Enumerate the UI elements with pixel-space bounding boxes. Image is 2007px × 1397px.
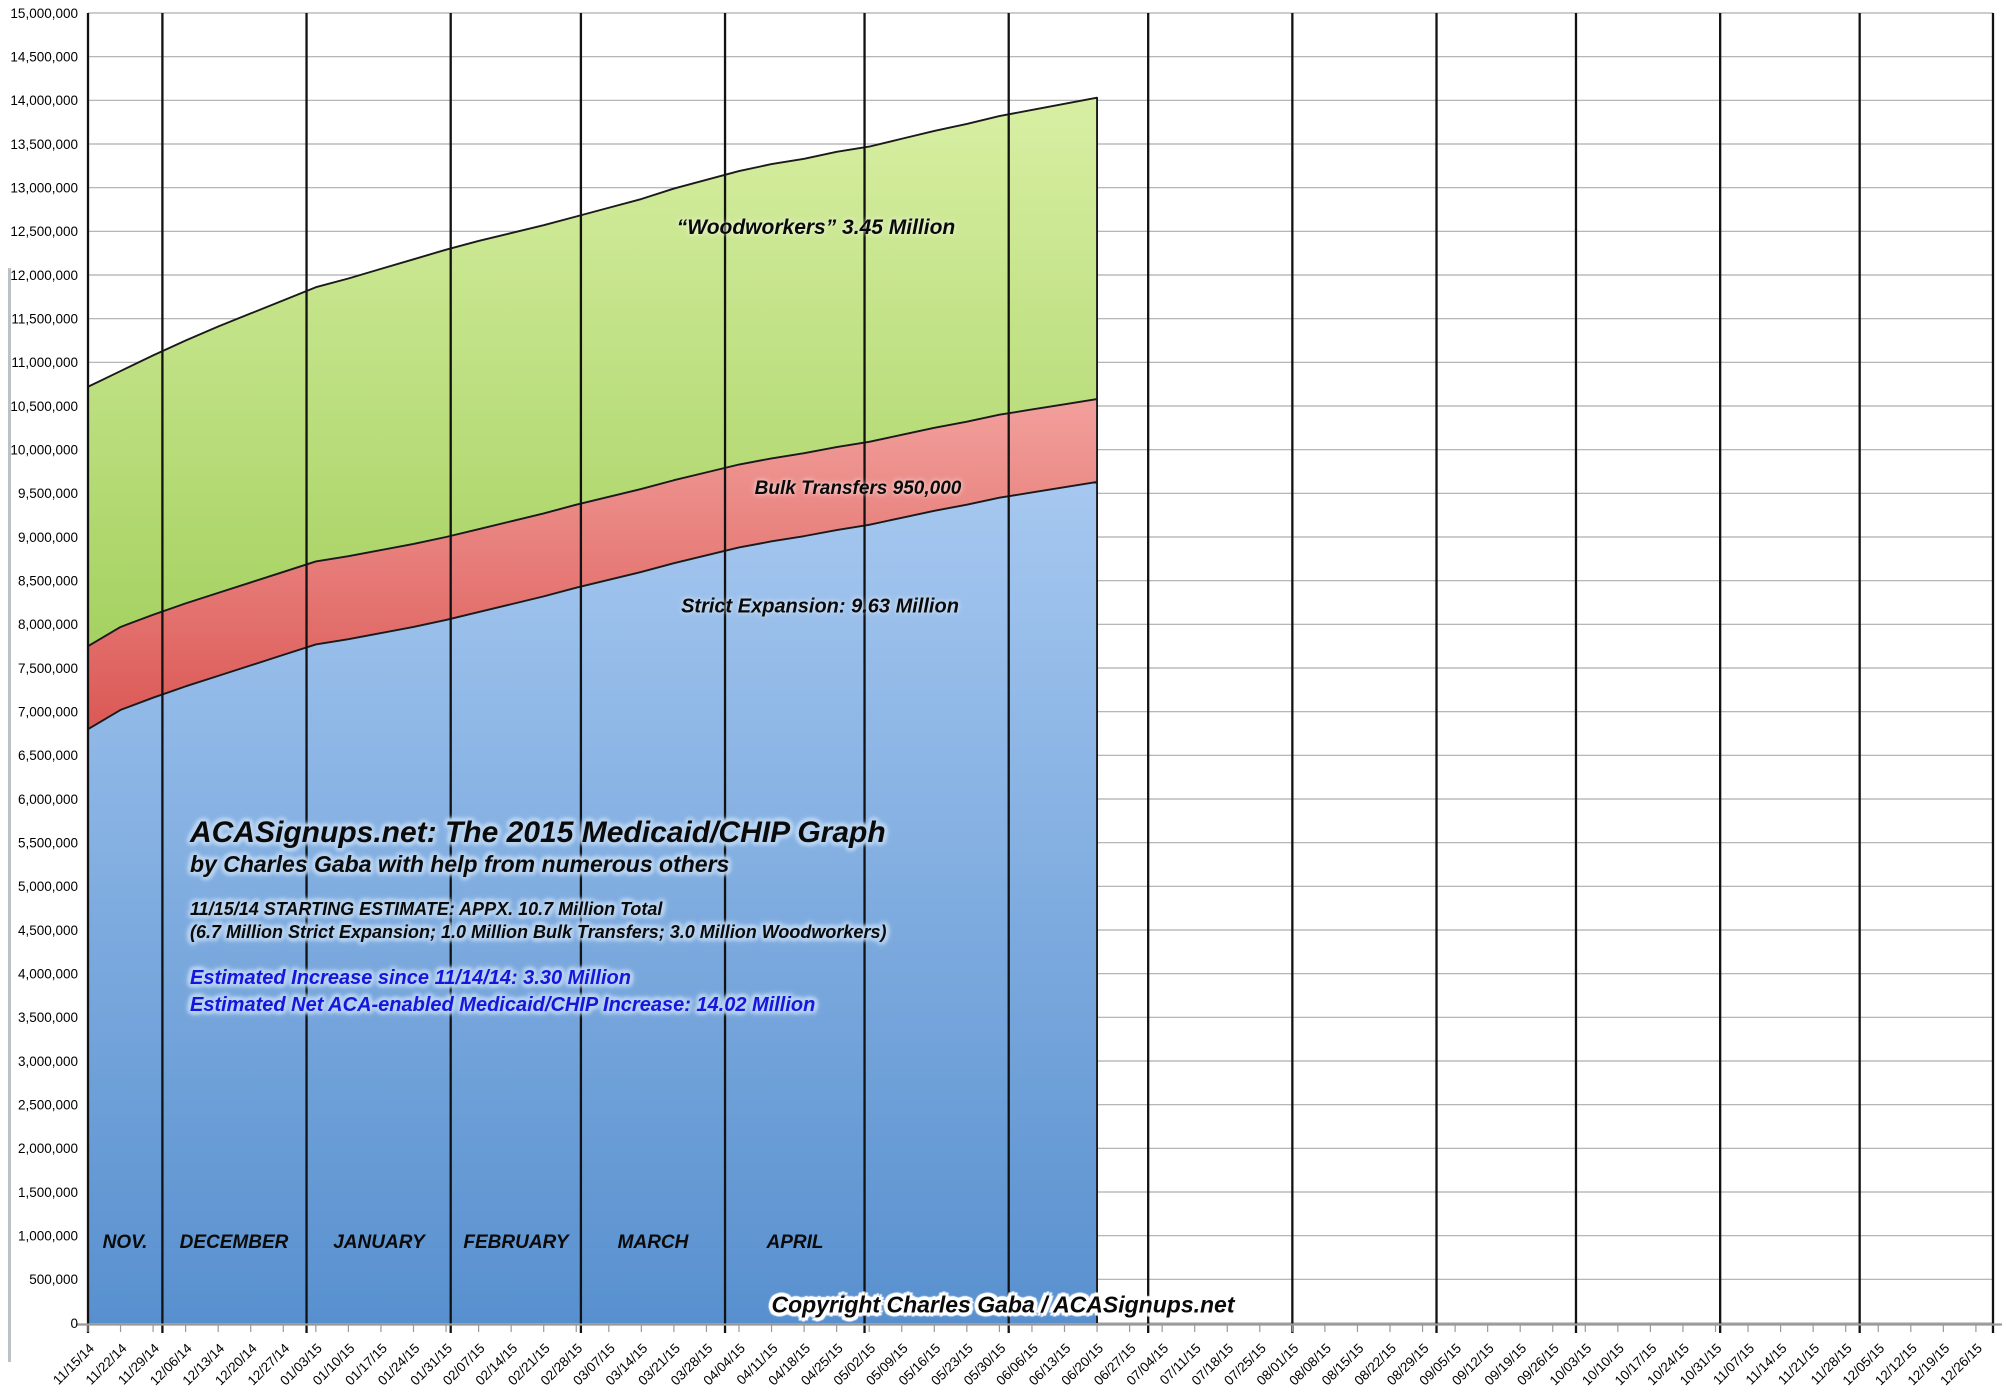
y-axis-tick-label: 9,500,000 bbox=[18, 486, 78, 501]
y-axis-tick-label: 7,500,000 bbox=[18, 661, 78, 676]
y-axis-tick-label: 0 bbox=[70, 1316, 78, 1331]
bulk-transfers-outline bbox=[87, 398, 1099, 647]
y-axis-tick-label: 1,500,000 bbox=[18, 1185, 78, 1200]
starting-estimate-breakdown: (6.7 Million Strict Expansion; 1.0 Milli… bbox=[190, 922, 887, 942]
copyright-label: Copyright Charles Gaba / ACASignups.net bbox=[771, 1291, 1235, 1318]
woodworkers-outline bbox=[87, 96, 1099, 400]
y-axis-tick-label: 14,000,000 bbox=[10, 93, 78, 108]
area-bulk-transfers bbox=[88, 399, 1098, 730]
y-axis-tick-label: 13,000,000 bbox=[10, 180, 78, 195]
y-axis-tick-label: 2,500,000 bbox=[18, 1097, 78, 1112]
y-axis-tick-label: 5,000,000 bbox=[18, 879, 78, 894]
y-axis-tick-label: 8,000,000 bbox=[18, 617, 78, 632]
month-band-label-february: FEBRUARY bbox=[463, 1232, 569, 1253]
month-band-label-march: MARCH bbox=[617, 1232, 689, 1253]
y-axis-tick-label: 15,000,000 bbox=[10, 6, 78, 21]
y-axis-tick-label: 1,000,000 bbox=[18, 1228, 78, 1243]
month-band-label-december: DECEMBER bbox=[179, 1232, 289, 1253]
month-band-label-january: JANUARY bbox=[333, 1232, 425, 1253]
y-axis-tick-label: 12,000,000 bbox=[10, 268, 78, 283]
y-axis-tick-label: 10,000,000 bbox=[10, 442, 78, 457]
y-axis-tick-label: 5,500,000 bbox=[18, 835, 78, 850]
y-axis-tick-label: 2,000,000 bbox=[18, 1141, 78, 1156]
area-woodworkers bbox=[88, 97, 1098, 647]
chart-subtitle: by Charles Gaba with help from numerous … bbox=[190, 851, 730, 877]
woodworkers-area-label: “Woodworkers” 3.45 Million bbox=[676, 216, 956, 239]
month-band-label-april: APRIL bbox=[766, 1232, 824, 1253]
y-axis-tick-label: 11,500,000 bbox=[11, 311, 78, 326]
y-axis-tick-label: 6,500,000 bbox=[18, 748, 78, 763]
area-strict-expansion bbox=[88, 481, 1098, 1324]
y-axis-tick-label: 4,500,000 bbox=[18, 923, 78, 938]
strict-expansion-area-label: Strict Expansion: 9.63 Million bbox=[681, 595, 959, 618]
y-axis-tick-label: 4,000,000 bbox=[18, 966, 78, 981]
strict-expansion-outline bbox=[87, 481, 1099, 1323]
month-band-label-nov: NOV. bbox=[102, 1232, 148, 1253]
y-axis-tick-label: 8,500,000 bbox=[18, 573, 78, 588]
y-axis-tick-label: 14,500,000 bbox=[10, 49, 78, 64]
chart-title: ACASignups.net: The 2015 Medicaid/CHIP G… bbox=[190, 816, 886, 849]
y-axis-tick-label: 13,500,000 bbox=[10, 137, 78, 152]
y-axis-tick-label: 11,000,000 bbox=[11, 355, 78, 370]
y-axis-tick-label: 6,000,000 bbox=[18, 792, 78, 807]
y-axis-tick-label: 500,000 bbox=[29, 1272, 78, 1287]
y-axis-tick-label: 3,500,000 bbox=[18, 1010, 78, 1025]
window-edge-artifact bbox=[8, 268, 11, 1362]
y-axis-tick-label: 10,500,000 bbox=[10, 399, 78, 414]
y-axis-tick-label: 3,000,000 bbox=[18, 1054, 78, 1069]
starting-estimate-note: 11/15/14 STARTING ESTIMATE: APPX. 10.7 M… bbox=[190, 899, 663, 919]
estimated-increase-line: Estimated Increase since 11/14/14: 3.30 … bbox=[190, 967, 631, 989]
estimated-net-increase-line: Estimated Net ACA-enabled Medicaid/CHIP … bbox=[190, 994, 816, 1016]
y-axis-tick-label: 12,500,000 bbox=[10, 224, 78, 239]
bulk-transfers-area-label: Bulk Transfers 950,000 bbox=[754, 478, 962, 499]
y-axis-tick-label: 7,000,000 bbox=[18, 704, 78, 719]
y-axis-tick-label: 9,000,000 bbox=[18, 530, 78, 545]
